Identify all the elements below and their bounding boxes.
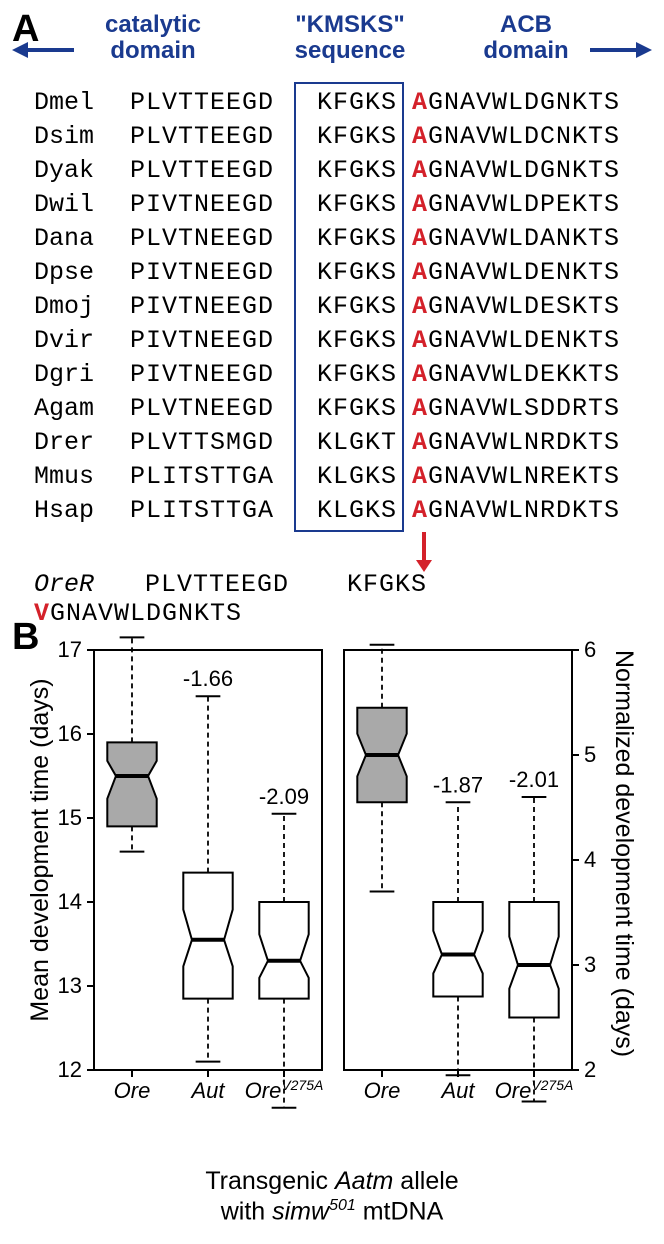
header-catalytic: catalytic domain	[88, 12, 218, 65]
seq-acb: AGNAVWLDENKTS	[412, 324, 620, 358]
seq-acb: AGNAVWLDCNKTS	[412, 120, 620, 154]
box	[183, 873, 232, 999]
mutant-seq2: KFGKS	[332, 570, 442, 599]
species-label: Dmoj	[34, 290, 130, 324]
species-label: Drer	[34, 426, 130, 460]
key-residue: A	[412, 258, 428, 287]
header-acb-text: ACB domain	[483, 11, 568, 64]
seq-acb: AGNAVWLNREKTS	[412, 460, 620, 494]
box	[509, 902, 558, 1018]
seq-catalytic: PLVTTSMGD	[130, 426, 302, 460]
mutant-row: OreR PLVTTEEGD KFGKS VGNAVWLDGNKTS	[34, 570, 664, 628]
seq-catalytic: PLVTTEEGD	[130, 120, 302, 154]
x-axis-line1: Transgenic Aatm allele	[0, 1166, 664, 1196]
species-label: Mmus	[34, 460, 130, 494]
arrow-left-icon	[12, 42, 28, 58]
boxplots-svg: 121314151617-1.66-2.09OreAutOreV275A2345…	[0, 624, 664, 1184]
arrow-right-icon	[636, 42, 652, 58]
seq-acb: AGNAVWLDESKTS	[412, 290, 620, 324]
key-residue: A	[412, 360, 428, 389]
seq-catalytic: PLVTNEEGD	[130, 392, 302, 426]
ytick-label: 2	[584, 1057, 596, 1082]
seq-catalytic: PLITSTTGA	[130, 460, 302, 494]
arrow-down-icon	[422, 532, 426, 560]
species-label: Dpse	[34, 256, 130, 290]
key-residue: A	[412, 496, 428, 525]
species-label: Agam	[34, 392, 130, 426]
key-residue: A	[412, 122, 428, 151]
seq-catalytic: PLVTTEEGD	[130, 86, 302, 120]
seq-catalytic: PIVTNEEGD	[130, 358, 302, 392]
ytick-label: 15	[58, 805, 82, 830]
key-residue: A	[412, 326, 428, 355]
species-label: Dgri	[34, 358, 130, 392]
seq-catalytic: PIVTNEEGD	[130, 324, 302, 358]
box-annotation: -1.66	[183, 666, 233, 691]
box-annotation: -1.87	[433, 772, 483, 797]
species-label: Dwil	[34, 188, 130, 222]
ytick-label: 4	[584, 847, 596, 872]
ytick-label: 16	[58, 721, 82, 746]
species-label: Dvir	[34, 324, 130, 358]
species-label: Dsim	[34, 120, 130, 154]
seq-acb: AGNAVWLDEKKTS	[412, 358, 620, 392]
ytick-label: 6	[584, 637, 596, 662]
header-kmsks: "KMSKS" sequence	[280, 12, 420, 65]
x-axis-line2: with simw501 mtDNA	[0, 1196, 664, 1226]
xtick-label: Aut	[189, 1078, 225, 1103]
seq-catalytic: PIVTNEEGD	[130, 256, 302, 290]
box-annotation: -2.09	[259, 784, 309, 809]
key-residue: A	[412, 428, 428, 457]
box	[107, 742, 156, 826]
ytick-label: 5	[584, 742, 596, 767]
ytick-label: 12	[58, 1057, 82, 1082]
species-label: Dyak	[34, 154, 130, 188]
species-label: Dana	[34, 222, 130, 256]
seq-acb: AGNAVWLDPEKTS	[412, 188, 620, 222]
header-kmsks-text: "KMSKS" sequence	[295, 11, 406, 64]
seq-catalytic: PIVTNEEGD	[130, 290, 302, 324]
key-residue: A	[412, 462, 428, 491]
xtick-label: Ore	[114, 1078, 151, 1103]
key-residue: A	[412, 394, 428, 423]
species-label: Dmel	[34, 86, 130, 120]
seq-catalytic: PLVTTEEGD	[130, 154, 302, 188]
xtick-label: Aut	[439, 1078, 475, 1103]
seq-catalytic: PLITSTTGA	[130, 494, 302, 528]
box	[433, 902, 482, 997]
ytick-label: 17	[58, 637, 82, 662]
species-label: Hsap	[34, 494, 130, 528]
seq-acb: AGNAVWLDGNKTS	[412, 86, 620, 120]
y-axis-left-label: Mean development time (days)	[26, 650, 55, 1050]
header-catalytic-text: catalytic domain	[105, 11, 201, 64]
seq-acb: AGNAVWLDGNKTS	[412, 154, 620, 188]
ytick-label: 13	[58, 973, 82, 998]
y-axis-right-label: Normalized development time (days)	[609, 650, 638, 1050]
xtick-label: Ore	[364, 1078, 401, 1103]
seq-catalytic: PIVTNEEGD	[130, 188, 302, 222]
key-residue: A	[412, 88, 428, 117]
seq-acb: AGNAVWLDANKTS	[412, 222, 620, 256]
seq-acb: AGNAVWLSDDRTS	[412, 392, 620, 426]
box	[259, 902, 308, 999]
mutant-species: OreR	[34, 570, 130, 599]
key-residue: A	[412, 292, 428, 321]
mutant-seq1: PLVTTEEGD	[145, 570, 317, 599]
ytick-label: 14	[58, 889, 82, 914]
x-axis-label: Transgenic Aatm allele with simw501 mtDN…	[0, 1166, 664, 1226]
box-annotation: -2.01	[509, 767, 559, 792]
ytick-label: 3	[584, 952, 596, 977]
header-acb: ACB domain	[466, 12, 586, 65]
seq-acb: AGNAVWLNRDKTS	[412, 494, 620, 528]
seq-catalytic: PLVTNEEGD	[130, 222, 302, 256]
key-residue: A	[412, 156, 428, 185]
seq-acb: AGNAVWLDENKTS	[412, 256, 620, 290]
seq-acb: AGNAVWLNRDKTS	[412, 426, 620, 460]
key-residue: A	[412, 190, 428, 219]
key-residue: A	[412, 224, 428, 253]
kmsks-box	[294, 82, 404, 532]
